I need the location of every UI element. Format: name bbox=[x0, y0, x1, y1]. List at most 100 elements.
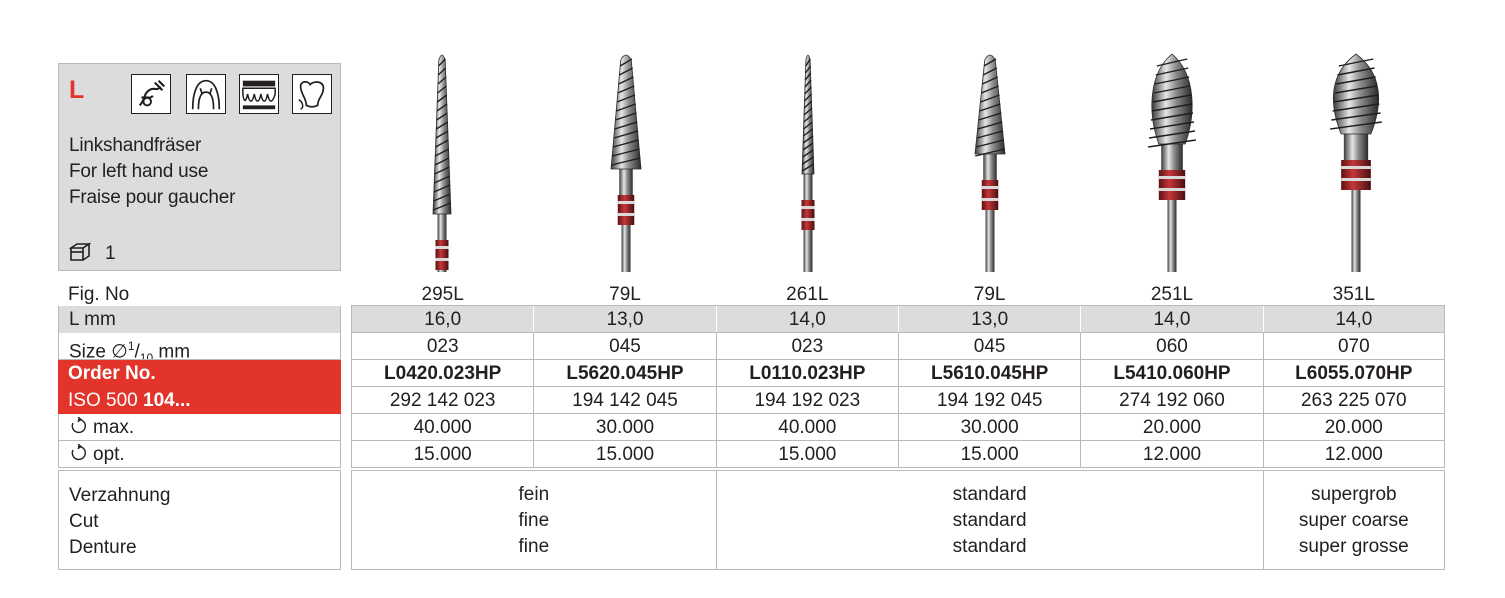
bur-image-79l bbox=[974, 54, 1006, 272]
size-row: 023 045 023 045 060 070 bbox=[351, 333, 1445, 360]
rotation-icon bbox=[71, 417, 86, 434]
description-en: For left hand use bbox=[69, 161, 209, 182]
max-speed-cell: 20.000 bbox=[1262, 414, 1445, 441]
label-l-mm: L mm bbox=[58, 306, 341, 333]
size-unit: mm bbox=[158, 341, 191, 363]
cut-label-fr: Denture bbox=[69, 537, 137, 558]
bur-1 bbox=[601, 44, 651, 272]
cut-text: standard bbox=[952, 510, 1027, 531]
l-mm-cell: 13,0 bbox=[533, 306, 715, 333]
cut-group-cell: supergrob super coarse super grosse bbox=[1262, 470, 1445, 570]
size-cell: 023 bbox=[715, 333, 898, 360]
size-sup: 1 bbox=[127, 339, 135, 353]
order-no-cell: L0110.023HP bbox=[715, 360, 898, 387]
bur-5 bbox=[1319, 44, 1393, 272]
max-speed-cell: 30.000 bbox=[897, 414, 1080, 441]
fig-no-row: 295L 79L 261L 79L 251L 351L bbox=[351, 281, 1445, 308]
max-speed-cell: 30.000 bbox=[533, 414, 715, 441]
cut-text: standard bbox=[952, 536, 1027, 557]
package-count: 1 bbox=[105, 243, 116, 264]
order-no-cell: L6055.070HP bbox=[1262, 360, 1445, 387]
bur-image-351l bbox=[1330, 53, 1382, 272]
label-iso: ISO 500 104... bbox=[58, 387, 341, 414]
opt-speed-cell: 12.000 bbox=[1080, 441, 1262, 468]
order-no-row: L0420.023HP L5620.045HP L0110.023HP L5610.0… bbox=[351, 360, 1445, 387]
cut-text: super coarse bbox=[1298, 510, 1409, 531]
opt-label: opt. bbox=[93, 444, 125, 465]
bur-0 bbox=[423, 44, 461, 272]
bur-image-295l bbox=[432, 54, 452, 272]
fig-no-cell: 295L bbox=[421, 284, 464, 305]
opt-speed-cell: 15.000 bbox=[715, 441, 898, 468]
opt-speed-cell: 15.000 bbox=[897, 441, 1080, 468]
max-speed-cell: 40.000 bbox=[715, 414, 898, 441]
cut-text: fine bbox=[518, 536, 550, 557]
iso-suffix: ... bbox=[174, 390, 191, 411]
size-cell: 045 bbox=[533, 333, 715, 360]
label-opt-speed: opt. bbox=[58, 441, 341, 468]
iso-cell: 274 192 060 bbox=[1080, 387, 1262, 414]
teeth-row-icon bbox=[239, 74, 279, 114]
bur-4 bbox=[1138, 44, 1206, 272]
cut-group-cell: fein fine fine bbox=[351, 470, 716, 570]
cut-text: supergrob bbox=[1311, 484, 1397, 505]
fig-no-cell: 79L bbox=[973, 284, 1006, 305]
package-icon bbox=[69, 242, 91, 261]
bur-3 bbox=[965, 44, 1015, 272]
opt-speed-cell: 15.000 bbox=[533, 441, 715, 468]
opt-speed-row: 15.000 15.000 15.000 15.000 12.000 12.000 bbox=[351, 441, 1445, 468]
bur-2 bbox=[792, 44, 824, 272]
label-fig-no: Fig. No bbox=[68, 284, 130, 305]
tooth-model-icon bbox=[292, 74, 332, 114]
l-mm-cell: 14,0 bbox=[1262, 306, 1445, 333]
iso-prefix: ISO 500 bbox=[68, 390, 143, 411]
max-label: max. bbox=[93, 417, 135, 438]
size-prefix: Size bbox=[69, 341, 112, 363]
opt-speed-cell: 12.000 bbox=[1262, 441, 1445, 468]
order-no-cell: L5620.045HP bbox=[533, 360, 715, 387]
max-speed-cell: 20.000 bbox=[1080, 414, 1262, 441]
iso-cell: 194 192 045 bbox=[897, 387, 1080, 414]
l-mm-cell: 14,0 bbox=[715, 306, 898, 333]
l-mm-cell: 16,0 bbox=[351, 306, 533, 333]
label-max-speed: max. bbox=[58, 414, 341, 441]
iso-cell: 263 225 070 bbox=[1262, 387, 1445, 414]
fig-no-cell: 251L bbox=[1150, 284, 1194, 305]
l-mm-row: 16,0 13,0 14,0 13,0 14,0 14,0 bbox=[351, 306, 1445, 333]
l-mm-cell: 14,0 bbox=[1080, 306, 1262, 333]
order-no-cell: L5410.060HP bbox=[1080, 360, 1262, 387]
opt-speed-cell: 15.000 bbox=[351, 441, 533, 468]
fig-no-cell: 79L bbox=[609, 284, 641, 305]
bur-image-251l bbox=[1148, 53, 1196, 272]
order-no-cell: L5610.045HP bbox=[897, 360, 1080, 387]
rotation-icon bbox=[71, 444, 86, 461]
size-cell: 023 bbox=[351, 333, 533, 360]
cut-text: fein bbox=[518, 484, 550, 505]
cut-label-de: Verzahnung bbox=[69, 485, 171, 506]
iso-cell: 194 142 045 bbox=[533, 387, 715, 414]
iso-cell: 292 142 023 bbox=[351, 387, 533, 414]
cut-text: standard bbox=[952, 484, 1027, 505]
bur-image-261l bbox=[801, 54, 815, 272]
cut-group-cell: standard standard standard bbox=[715, 470, 1263, 570]
description-fr: Fraise pour gaucher bbox=[69, 187, 236, 208]
diameter-symbol: ∅ bbox=[111, 341, 128, 363]
bur-image-79l bbox=[610, 54, 642, 272]
iso-row: 292 142 023 194 142 045 194 192 023 194 192… bbox=[351, 387, 1445, 414]
fig-no-cell: 261L bbox=[786, 284, 829, 305]
gingiva-icon bbox=[186, 74, 226, 114]
label-cut: Verzahnung Cut Denture bbox=[58, 470, 341, 570]
max-speed-cell: 40.000 bbox=[351, 414, 533, 441]
cut-label-en: Cut bbox=[69, 511, 99, 532]
product-info-box: L Linkshandfräser For left hand use Frai… bbox=[58, 63, 341, 271]
iso-bold: 104 bbox=[143, 390, 175, 411]
order-no-cell: L0420.023HP bbox=[351, 360, 533, 387]
size-cell: 060 bbox=[1080, 333, 1262, 360]
crown-separation-icon bbox=[131, 74, 171, 114]
cut-text: super grosse bbox=[1298, 536, 1409, 557]
size-cell: 070 bbox=[1262, 333, 1445, 360]
series-letter: L bbox=[69, 76, 85, 104]
l-mm-cell: 13,0 bbox=[897, 306, 1080, 333]
max-speed-row: 40.000 30.000 40.000 30.000 20.000 20.000 bbox=[351, 414, 1445, 441]
label-size: Size ∅1/10 mm bbox=[58, 333, 341, 365]
